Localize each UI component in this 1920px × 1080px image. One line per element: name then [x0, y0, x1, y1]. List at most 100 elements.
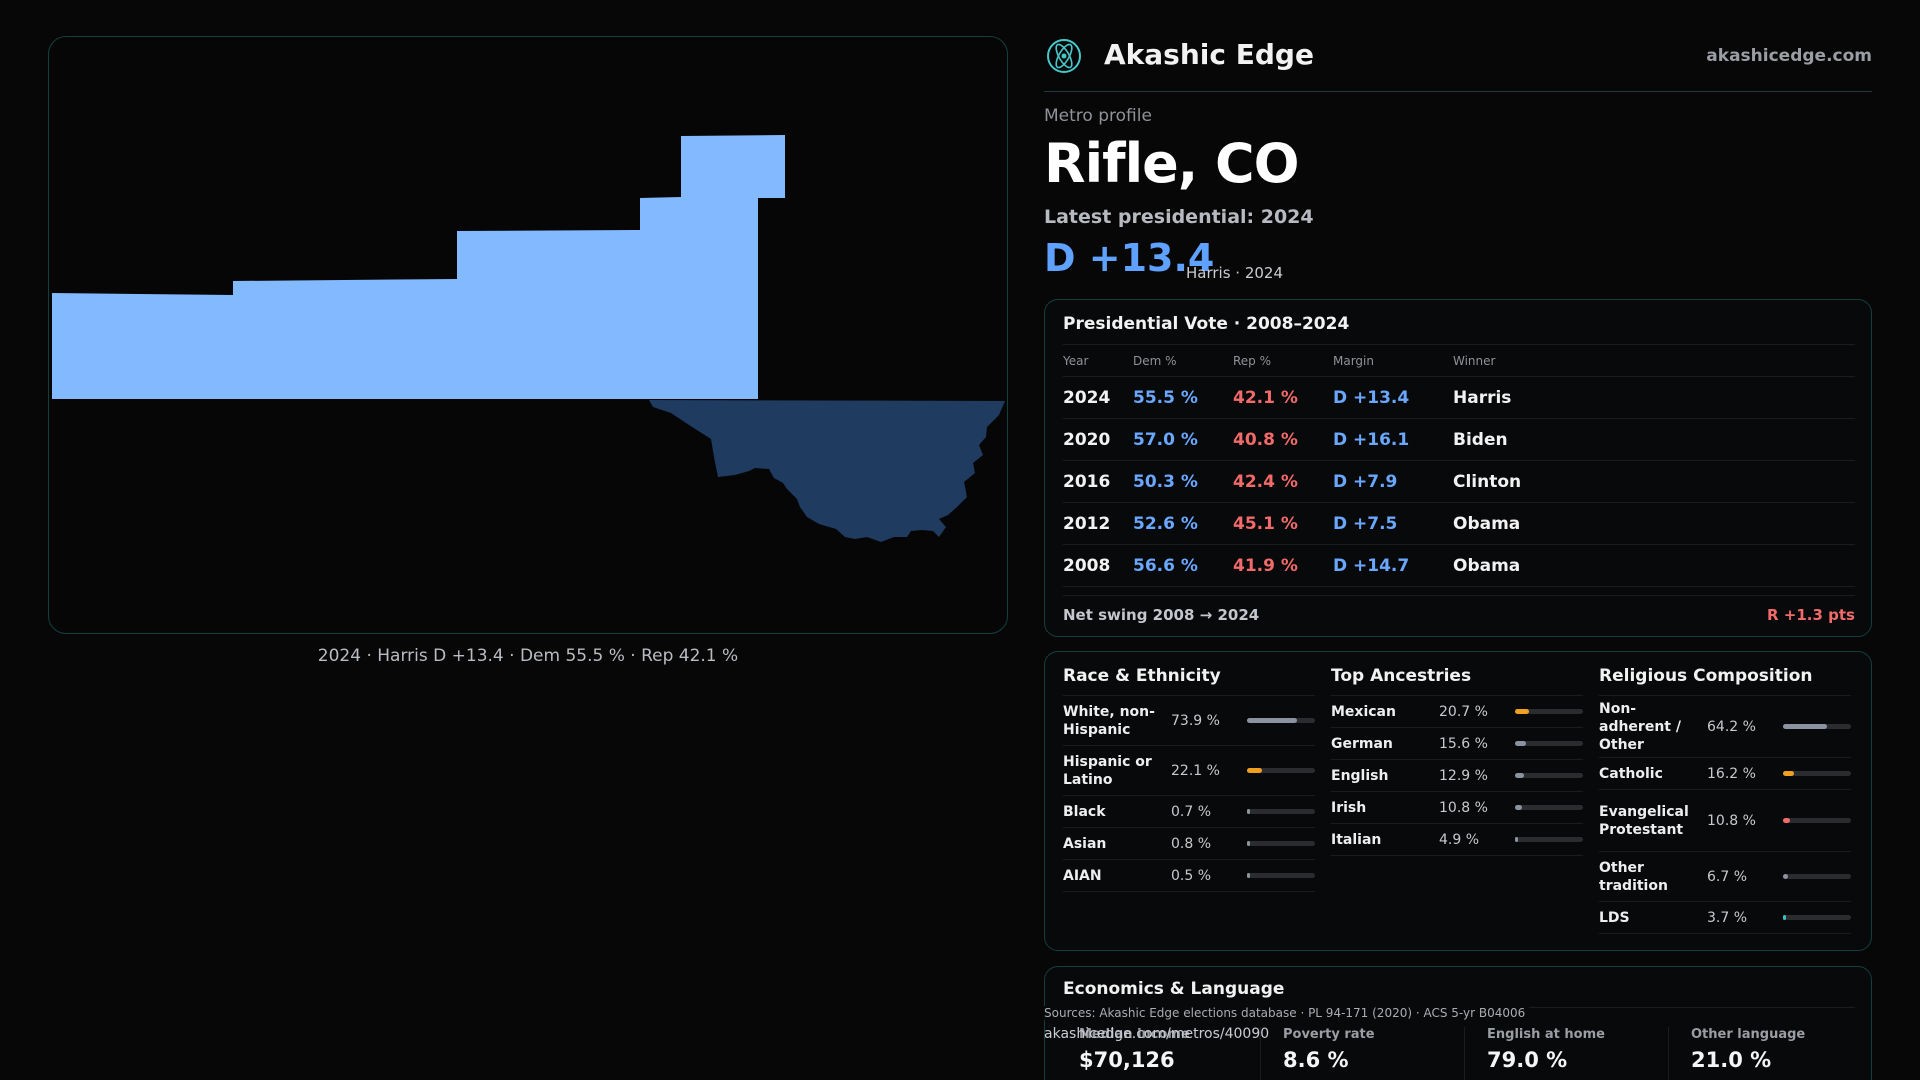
row-margin: D +14.7 [1333, 544, 1453, 587]
item-bar-fill [1247, 768, 1263, 773]
county-shape-primary[interactable] [52, 135, 785, 399]
row-winner: Obama [1453, 544, 1855, 587]
item-bar-fill [1247, 809, 1250, 814]
item-bar-fill [1515, 709, 1530, 714]
latest-margin: D +13.4 [1044, 236, 1215, 280]
item-bar-fill [1783, 771, 1795, 776]
row-year: 2020 [1063, 418, 1133, 461]
county-map [48, 36, 1008, 634]
econ-label: Median income [1079, 1027, 1190, 1042]
row-dem: 50.3 % [1133, 460, 1233, 503]
item-value: 12.9 % [1439, 767, 1488, 784]
item-label: English [1331, 767, 1389, 784]
item-bar-track [1783, 771, 1851, 776]
table-row: 2024 55.5 % 42.1 % D +13.4 Harris [1063, 376, 1855, 419]
item-label: Irish [1331, 799, 1367, 816]
econ-label: English at home [1487, 1027, 1605, 1042]
race-section-title: Race & Ethnicity [1063, 666, 1315, 696]
item-bar-fill [1515, 805, 1523, 810]
item-value: 0.7 % [1171, 803, 1212, 820]
item-bar-track [1515, 837, 1583, 842]
county-shape-secondary[interactable] [649, 400, 1005, 542]
item-label: Black [1063, 803, 1106, 820]
map-svg [52, 135, 1005, 542]
econ-label: Poverty rate [1283, 1027, 1375, 1042]
econ-value: 79.0 % [1487, 1048, 1568, 1072]
item-value: 10.8 % [1707, 812, 1756, 829]
list-item: Non-adherent / Other 64.2 % [1599, 696, 1851, 758]
table-row: 2012 52.6 % 45.1 % D +7.5 Obama [1063, 502, 1855, 545]
item-bar-track [1247, 718, 1315, 723]
row-year: 2012 [1063, 502, 1133, 545]
list-item: Italian 4.9 % [1331, 824, 1583, 856]
permalink[interactable]: akashicedge.com/metros/40090 [1044, 1026, 1270, 1042]
item-bar-track [1515, 741, 1583, 746]
econ-other-language: Other language 21.0 % [1675, 1027, 1873, 1080]
page-kicker: Metro profile [1044, 106, 1152, 126]
row-rep: 42.4 % [1233, 460, 1333, 503]
brand-url-link[interactable]: akashicedge.com [1706, 46, 1872, 66]
econ-value: $70,126 [1079, 1048, 1175, 1072]
item-value: 0.5 % [1171, 867, 1212, 884]
religion-section: Religious Composition Non-adherent / Oth… [1599, 666, 1851, 934]
item-label: Asian [1063, 835, 1107, 852]
net-swing-value: R +1.3 pts [1767, 606, 1855, 624]
race-ethnicity-section: Race & Ethnicity White, non-Hispanic 73.9… [1063, 666, 1315, 892]
page-title: Rifle, CO [1044, 132, 1300, 195]
map-caption: 2024 · Harris D +13.4 · Dem 55.5 % · Rep… [317, 646, 739, 666]
row-rep: 42.1 % [1233, 376, 1333, 419]
econ-value: 21.0 % [1691, 1048, 1772, 1072]
list-item: Evangelical Protestant 10.8 % [1599, 790, 1851, 852]
table-row: 2008 56.6 % 41.9 % D +14.7 Obama [1063, 544, 1855, 587]
item-bar-track [1783, 915, 1851, 920]
atom-icon [1047, 39, 1081, 73]
item-label: Italian [1331, 831, 1382, 848]
item-value: 4.9 % [1439, 831, 1480, 848]
item-bar-fill [1783, 724, 1827, 729]
latest-election-label: Latest presidential: 2024 [1044, 206, 1314, 228]
row-winner: Clinton [1453, 460, 1855, 503]
row-year: 2008 [1063, 544, 1133, 587]
row-dem: 52.6 % [1133, 502, 1233, 545]
row-winner: Biden [1453, 418, 1855, 461]
item-bar-track [1515, 773, 1583, 778]
item-value: 73.9 % [1171, 712, 1220, 729]
item-bar-track [1247, 873, 1315, 878]
table-row: 2020 57.0 % 40.8 % D +16.1 Biden [1063, 418, 1855, 461]
item-bar-track [1783, 874, 1851, 879]
header-dem: Dem % [1133, 344, 1233, 377]
list-item: Catholic 16.2 % [1599, 758, 1851, 790]
item-label: AIAN [1063, 867, 1102, 884]
list-item: AIAN 0.5 % [1063, 860, 1315, 892]
item-bar-fill [1515, 741, 1526, 746]
item-bar-fill [1783, 915, 1786, 920]
brand-name[interactable]: Akashic Edge [1104, 38, 1314, 71]
item-value: 10.8 % [1439, 799, 1488, 816]
religion-section-title: Religious Composition [1599, 666, 1851, 696]
item-bar-fill [1515, 837, 1519, 842]
list-item: Hispanic or Latino 22.1 % [1063, 746, 1315, 796]
economics-title: Economics & Language [1063, 979, 1285, 999]
sources-note: Sources: Akashic Edge elections database… [1044, 1006, 1530, 1020]
row-margin: D +7.9 [1333, 460, 1453, 503]
row-rep: 41.9 % [1233, 544, 1333, 587]
row-margin: D +7.5 [1333, 502, 1453, 545]
item-label: Evangelical Protestant [1599, 803, 1689, 838]
row-dem: 56.6 % [1133, 544, 1233, 587]
item-bar-track [1783, 818, 1851, 823]
list-item: White, non-Hispanic 73.9 % [1063, 696, 1315, 746]
vote-table-header: Year Dem % Rep % Margin Winner [1063, 344, 1855, 377]
row-rep: 40.8 % [1233, 418, 1333, 461]
list-item: Black 0.7 % [1063, 796, 1315, 828]
brand-header: Akashic Edge akashicedge.com [1044, 36, 1872, 92]
list-item: English 12.9 % [1331, 760, 1583, 792]
header-year: Year [1063, 344, 1133, 377]
list-item: Mexican 20.7 % [1331, 696, 1583, 728]
list-item: Irish 10.8 % [1331, 792, 1583, 824]
item-label: Mexican [1331, 703, 1396, 720]
row-dem: 55.5 % [1133, 376, 1233, 419]
econ-median-income: Median income $70,126 [1063, 1027, 1261, 1080]
economics-card: Economics & Language Median income $70,1… [1044, 966, 1872, 1080]
item-bar-fill [1247, 841, 1250, 846]
latest-margin-caption: Harris · 2024 [1186, 264, 1284, 282]
